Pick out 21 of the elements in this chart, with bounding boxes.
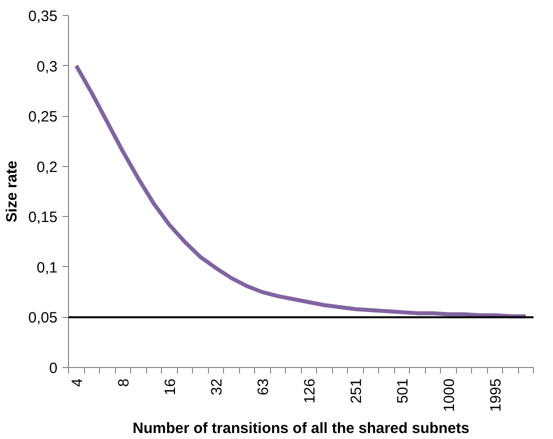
x-tick-label: 8 — [115, 378, 132, 387]
y-tick-label: 0,15 — [28, 209, 58, 226]
y-tick-label: 0,25 — [28, 108, 58, 126]
x-tick-label: 32 — [208, 378, 226, 396]
x-tick-label: 4 — [68, 378, 86, 387]
x-tick-label: 126 — [301, 378, 318, 404]
y-tick-label: 0,05 — [28, 310, 58, 327]
x-tick-label: 501 — [394, 378, 412, 404]
x-tick-label: 251 — [348, 378, 365, 404]
x-tick-label: 1995 — [487, 378, 504, 412]
x-tick-label: 63 — [254, 378, 272, 396]
y-tick-label: 0,1 — [36, 259, 58, 276]
y-tick-label: 0,3 — [36, 58, 58, 76]
x-tick-label: 16 — [162, 378, 179, 396]
y-tick-label: 0,35 — [28, 8, 58, 25]
y-axis-title: Size rate — [3, 160, 20, 222]
line-series — [74, 64, 528, 318]
x-tick-label: 1000 — [440, 378, 458, 412]
y-tick-label: 0 — [49, 360, 58, 377]
x-axis-title: Number of transitions of all the shared subnets — [132, 420, 470, 437]
y-tick-label: 0,2 — [36, 158, 58, 176]
